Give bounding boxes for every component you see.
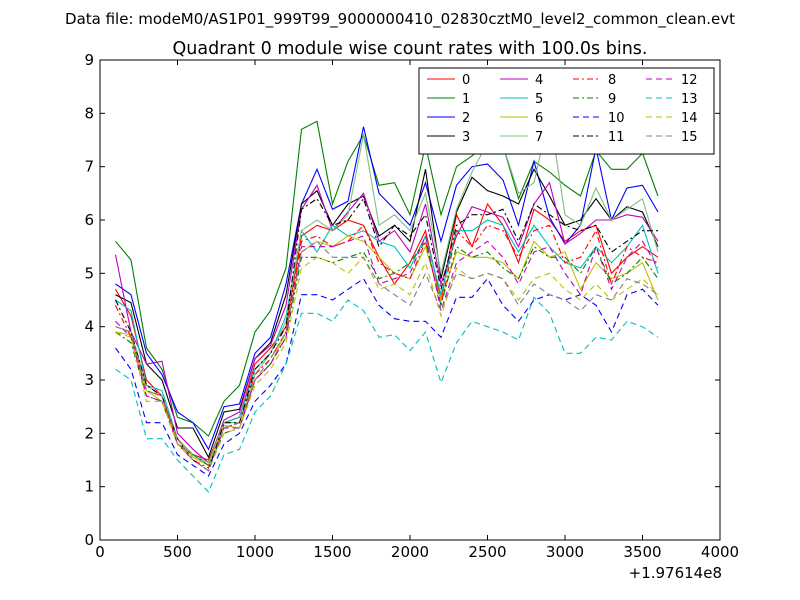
series-line-4	[114, 181, 659, 464]
legend-label-10: 10	[608, 111, 625, 126]
series-line-13	[115, 296, 659, 493]
legend-label-9: 9	[608, 92, 616, 107]
legend-label-6: 6	[535, 111, 543, 126]
y-tick-label: 8	[84, 104, 94, 122]
series-line-2	[115, 126, 659, 451]
series-line-7	[115, 113, 659, 464]
legend-label-8: 8	[608, 73, 616, 88]
series-line-0	[115, 202, 659, 461]
x-tick-label: 1000	[236, 543, 274, 561]
legend-label-4: 4	[535, 73, 543, 88]
y-tick-label: 0	[84, 531, 94, 549]
legend-label-7: 7	[535, 130, 543, 145]
series-line-1	[115, 120, 659, 437]
x-tick-label: 4000	[701, 543, 739, 561]
y-tick-label: 1	[84, 478, 94, 496]
legend-box	[418, 67, 715, 155]
y-tick-label: 6	[84, 211, 94, 229]
x-tick-label: 0	[95, 543, 105, 561]
series-line-8	[115, 224, 659, 469]
legend-label-3: 3	[462, 130, 470, 145]
x-tick-label: 2000	[391, 543, 429, 561]
x-tick-label: 2500	[468, 543, 506, 561]
legend-label-5: 5	[535, 92, 543, 107]
y-tick-label: 7	[84, 158, 94, 176]
series-line-3	[115, 168, 659, 459]
series-line-9	[115, 240, 659, 467]
series-line-10	[115, 277, 659, 477]
x-tick-label: 1500	[313, 543, 351, 561]
x-axis-offset-label: +1.97614e8	[629, 564, 722, 582]
y-tick-label: 5	[84, 264, 94, 282]
legend-label-15: 15	[681, 130, 698, 145]
legend-label-1: 1	[462, 92, 470, 107]
x-tick-label: 3000	[546, 543, 584, 561]
legend-label-11: 11	[608, 130, 625, 145]
y-tick-label: 4	[84, 318, 94, 336]
x-tick-label: 500	[163, 543, 192, 561]
data-file-header: Data file: modeM0/AS1P01_999T99_90000004…	[65, 10, 735, 29]
y-tick-label: 9	[84, 51, 94, 69]
legend-label-12: 12	[681, 73, 698, 88]
series-line-15	[115, 240, 659, 472]
legend-label-2: 2	[462, 111, 470, 126]
legend-label-13: 13	[681, 92, 698, 107]
plot-area: 0 500 1000 1500 2000 2500 3000 3500 400001234567…	[84, 51, 739, 561]
legend-label-0: 0	[462, 73, 470, 88]
x-tick-label: 3500	[623, 543, 661, 561]
y-tick-label: 2	[84, 424, 94, 442]
y-tick-label: 3	[84, 371, 94, 389]
legend-label-14: 14	[681, 111, 698, 126]
chart-title: Quadrant 0 module wise count rates with …	[173, 39, 648, 59]
